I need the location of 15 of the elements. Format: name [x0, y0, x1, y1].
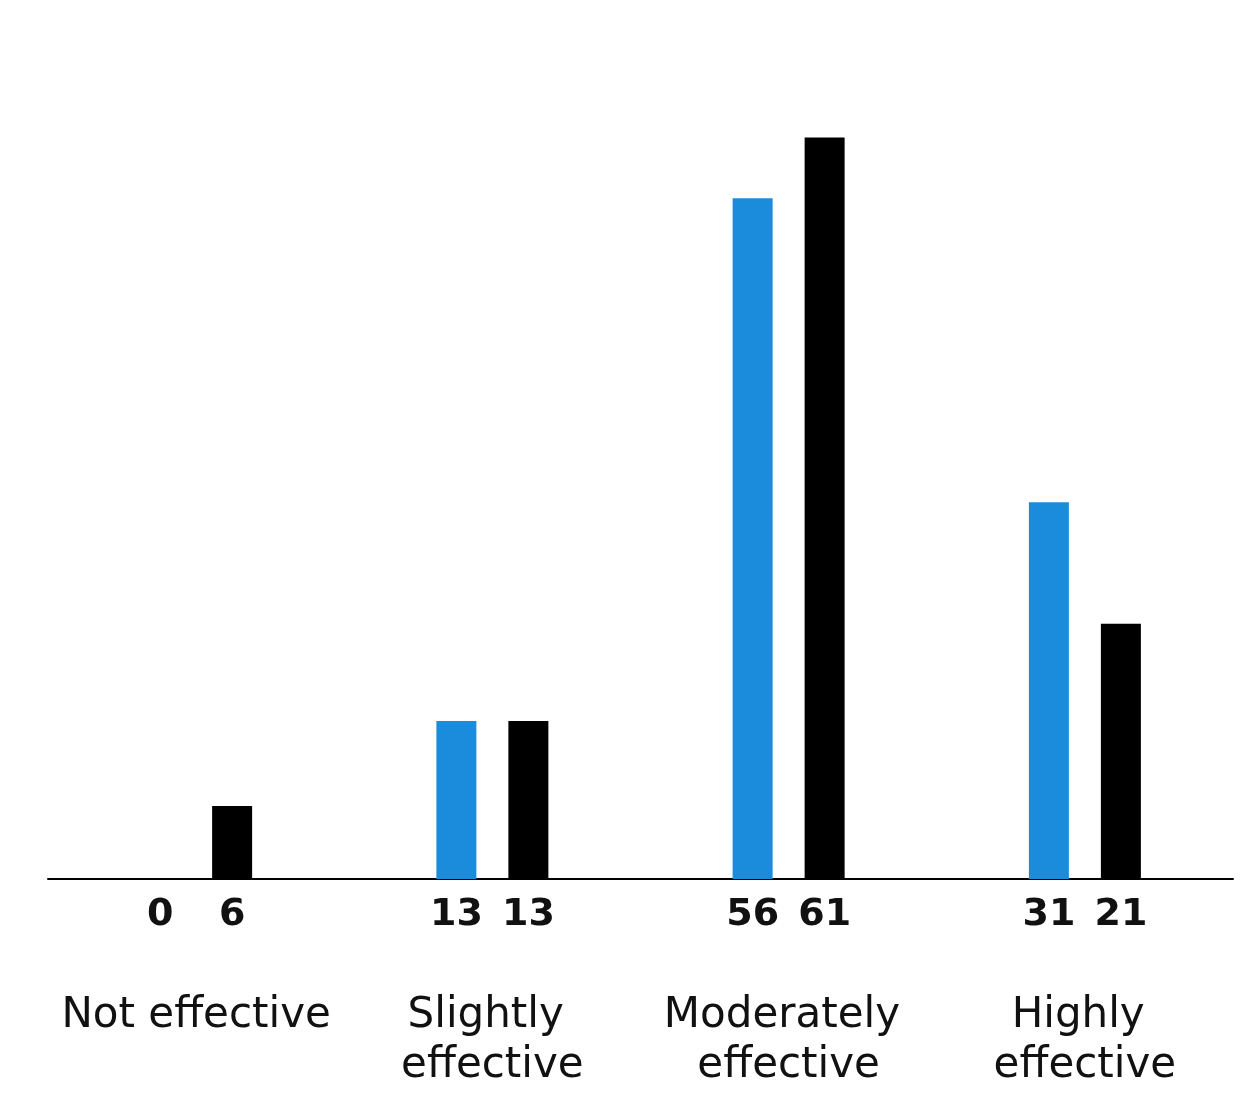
data-label: 13: [429, 890, 483, 934]
x-tick-label: Slightly effective: [401, 987, 584, 1087]
x-tick-label: Moderately effective: [663, 987, 914, 1087]
data-label: 0: [146, 890, 174, 934]
bar: [436, 720, 477, 879]
data-label: 56: [726, 890, 780, 934]
data-label: 61: [798, 890, 852, 934]
x-tick-label: Highly effective: [993, 987, 1177, 1087]
bar: [732, 198, 773, 879]
bar: [1028, 502, 1069, 879]
data-label: 21: [1094, 890, 1148, 934]
x-tick-label: Not effective: [61, 987, 331, 1037]
data-label: 13: [501, 890, 555, 934]
data-label: 31: [1022, 890, 1076, 934]
data-label: 6: [218, 890, 246, 934]
